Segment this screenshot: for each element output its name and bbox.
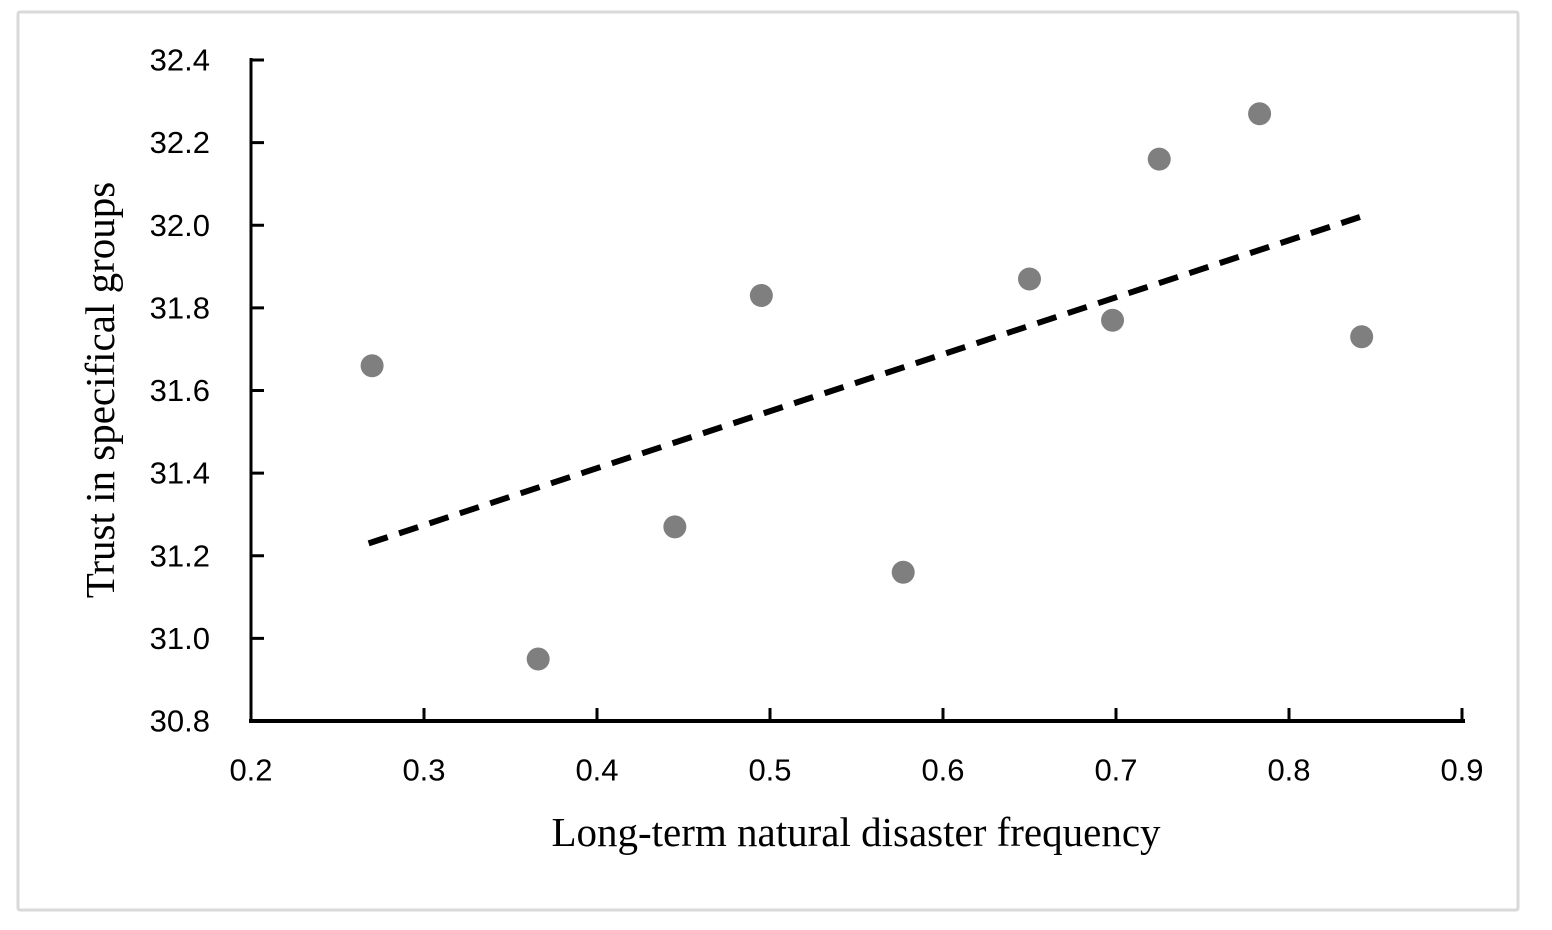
x-axis-title: Long-term natural disaster frequency — [551, 809, 1161, 855]
plot-area: 30.8 31.0 31.2 31.4 31.6 31.8 32.0 32.2 32.4 0.2 0… — [150, 43, 1484, 788]
data-point — [360, 354, 384, 378]
y-tick-label: 30.8 — [150, 704, 210, 739]
y-tick-label: 31.6 — [150, 373, 210, 408]
data-point — [663, 515, 687, 539]
data-point — [749, 283, 773, 307]
y-tick-label: 32.4 — [150, 43, 210, 78]
trend-line — [367, 214, 1361, 547]
y-tick-label: 31.4 — [150, 456, 210, 491]
y-tick-label: 31.8 — [150, 290, 210, 325]
data-point — [1147, 147, 1171, 171]
y-tick-label: 31.0 — [150, 621, 210, 656]
chart-frame-border — [16, 10, 1520, 912]
x-tick-label: 0.7 — [1094, 753, 1137, 788]
data-point — [1018, 267, 1041, 291]
x-tick-label: 0.3 — [402, 753, 445, 788]
x-tick-label: 0.4 — [575, 753, 618, 788]
data-point — [526, 647, 550, 671]
x-tick-label: 0.2 — [229, 753, 272, 788]
data-point — [1350, 325, 1374, 349]
y-tick-label: 32.0 — [150, 208, 210, 243]
y-tick-label: 32.2 — [150, 125, 210, 160]
y-axis-title: Trust in specifical groups — [77, 182, 123, 598]
x-tick-label: 0.5 — [748, 753, 791, 788]
y-tick-label: 31.2 — [150, 538, 210, 573]
x-tick-label: 0.9 — [1440, 753, 1483, 788]
x-tick-label: 0.6 — [921, 753, 964, 788]
x-tick-label: 0.8 — [1267, 753, 1310, 788]
data-point — [891, 560, 915, 584]
data-point — [1101, 308, 1125, 332]
data-point — [1248, 102, 1272, 126]
